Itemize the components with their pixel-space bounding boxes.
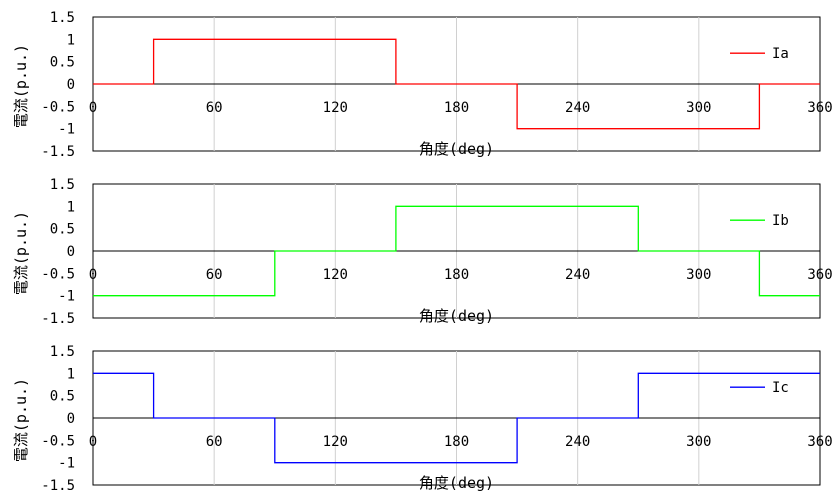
series-line-ib (93, 205, 820, 297)
y-tick-label: -1.5 (41, 311, 75, 327)
chart-panel-3: Ic -1.5 -1 -0.5 0 0.5 1 1.5 0 60 120 180 240 300 360 角度… (12, 344, 833, 494)
x-tick-label: 180 (444, 100, 469, 116)
y-axis-title: 電流(p.u.) (12, 378, 30, 462)
x-tick-label: 360 (807, 267, 832, 283)
x-tick-label: 240 (565, 434, 590, 450)
x-tick-label: 60 (206, 434, 223, 450)
y-axis-title: 電流(p.u.) (12, 44, 30, 128)
x-tick-label: 120 (323, 100, 348, 116)
x-tick-label: 300 (686, 100, 711, 116)
x-tick-label: 60 (206, 100, 223, 116)
series-line-ia (93, 38, 820, 130)
legend-label: Ia (772, 46, 789, 62)
y-tick-label: 1.5 (50, 10, 75, 26)
x-tick-label: 360 (807, 100, 832, 116)
y-tick-label: -1 (58, 289, 75, 305)
y-tick-label: 1 (67, 32, 75, 48)
chart-panel-1: Ia -1.5 -1 -0.5 0 0.5 1 1.5 0 60 120 180 240 300 360 角度… (12, 10, 833, 160)
x-tick-label: 180 (444, 267, 469, 283)
legend-label: Ic (772, 380, 789, 396)
y-tick-label: 0.5 (50, 389, 75, 405)
series-line-ic (93, 372, 820, 464)
y-tick-label: 1 (67, 199, 75, 215)
y-tick-label: -1.5 (41, 478, 75, 494)
y-tick-label: 1 (67, 366, 75, 382)
x-tick-label: 60 (206, 267, 223, 283)
y-tick-label: -1.5 (41, 144, 75, 160)
x-axis-title: 角度(deg) (419, 140, 494, 158)
y-tick-label: 0.5 (50, 222, 75, 238)
x-axis-title: 角度(deg) (419, 474, 494, 492)
x-tick-label: 240 (565, 267, 590, 283)
y-tick-label: -0.5 (41, 433, 75, 449)
x-tick-label: 0 (89, 434, 97, 450)
y-tick-label: 1.5 (50, 344, 75, 360)
chart-panel-2: Ib -1.5 -1 -0.5 0 0.5 1 1.5 0 60 120 180 240 300 360 角度… (12, 177, 833, 327)
x-tick-label: 300 (686, 434, 711, 450)
y-tick-label: -0.5 (41, 99, 75, 115)
x-axis-title: 角度(deg) (419, 307, 494, 325)
x-tick-label: 0 (89, 267, 97, 283)
y-tick-label: 0 (67, 411, 75, 427)
x-tick-label: 120 (323, 434, 348, 450)
x-tick-label: 360 (807, 434, 832, 450)
y-axis-title: 電流(p.u.) (12, 211, 30, 295)
y-tick-label: 0 (67, 244, 75, 260)
y-tick-label: 0.5 (50, 55, 75, 71)
y-tick-label: 1.5 (50, 177, 75, 193)
x-tick-label: 0 (89, 100, 97, 116)
y-tick-label: -1 (58, 456, 75, 472)
x-tick-label: 120 (323, 267, 348, 283)
x-tick-label: 300 (686, 267, 711, 283)
y-tick-label: -1 (58, 122, 75, 138)
x-tick-label: 240 (565, 100, 590, 116)
y-tick-label: -0.5 (41, 266, 75, 282)
x-tick-label: 180 (444, 434, 469, 450)
legend-label: Ib (772, 213, 789, 229)
y-tick-label: 0 (67, 77, 75, 93)
